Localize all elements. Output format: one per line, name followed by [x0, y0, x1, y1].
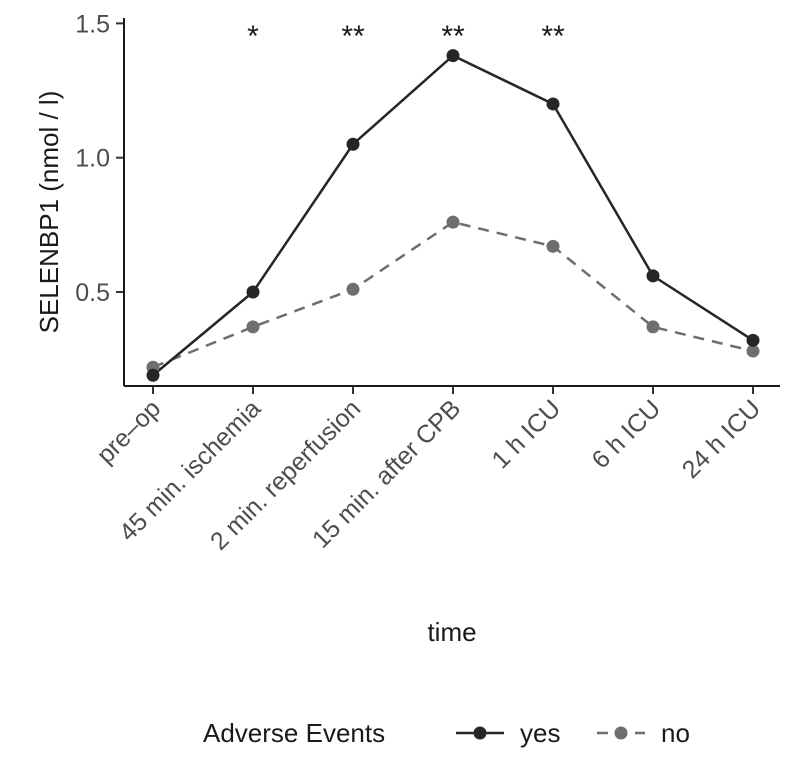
series-line-no	[152, 220, 754, 369]
x-tick-label: 6 h ICU	[587, 394, 667, 474]
data-point-yes	[246, 285, 260, 299]
significance-label: *	[247, 20, 259, 53]
data-point-yes	[146, 368, 160, 382]
data-point-no	[646, 320, 660, 334]
data-point-yes	[546, 97, 560, 111]
data-point-yes	[746, 333, 760, 347]
significance-label: **	[341, 20, 365, 53]
y-tick-label: 0.5	[75, 279, 110, 307]
x-axis-title: time	[427, 617, 476, 647]
x-tick-label: 1 h ICU	[487, 394, 567, 474]
data-point-no	[546, 239, 560, 253]
data-point-yes	[446, 49, 460, 63]
significance-markers: * ** ** **	[247, 20, 565, 53]
data-point-no	[246, 320, 260, 334]
y-axis-ticks: 0.5 1.0 1.5	[75, 10, 124, 307]
x-tick-label: 24 h ICU	[677, 394, 767, 484]
data-point-no	[446, 215, 460, 229]
legend-label-no: no	[661, 718, 690, 748]
legend-label-yes: yes	[520, 718, 560, 748]
legend-title: Adverse Events	[203, 718, 385, 748]
significance-label: **	[541, 20, 565, 53]
series-lines	[152, 54, 754, 377]
y-axis-title: SELENBP1 (nmol / l)	[34, 91, 64, 334]
series-points	[146, 49, 760, 382]
x-tick-label: pre–op	[91, 394, 166, 469]
significance-label: **	[441, 20, 465, 53]
legend: Adverse Events yes no	[203, 718, 690, 748]
data-point-yes	[646, 269, 660, 283]
series-line-yes	[152, 54, 754, 377]
legend-key-point-no	[614, 726, 628, 740]
legend-key-point-yes	[473, 726, 487, 740]
y-tick-label: 1.0	[75, 145, 110, 173]
data-point-no	[346, 282, 360, 296]
data-point-no	[746, 344, 760, 358]
data-point-yes	[346, 137, 360, 151]
y-tick-label: 1.5	[75, 10, 110, 38]
